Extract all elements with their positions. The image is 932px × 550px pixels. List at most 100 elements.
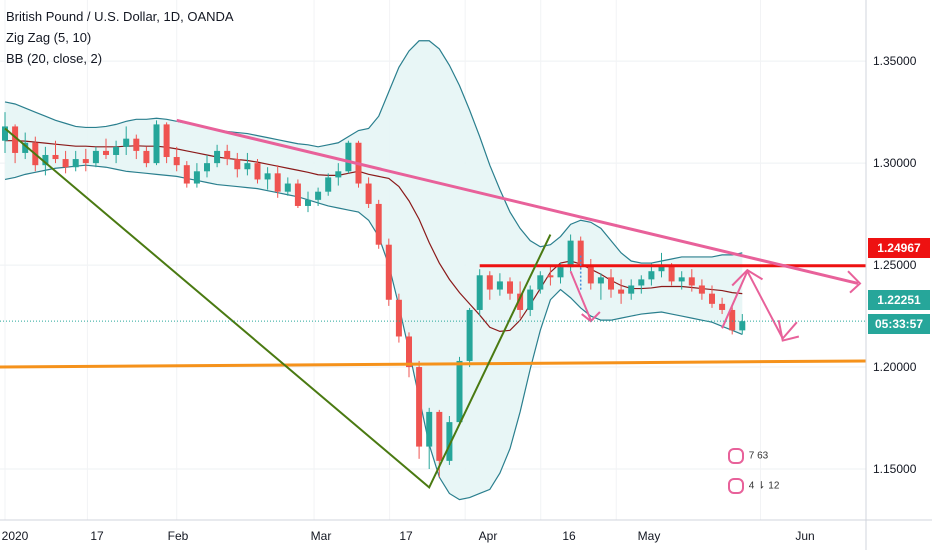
candle-body <box>305 199 311 206</box>
candle <box>234 152 241 178</box>
candle <box>82 148 89 172</box>
flag-icon <box>728 478 744 494</box>
descending-trendline <box>176 118 859 285</box>
candle-body <box>244 163 251 170</box>
candle-body <box>42 154 49 166</box>
candle <box>325 173 332 196</box>
y-tick-label: 1.15000 <box>873 462 917 476</box>
candle-body <box>698 285 705 294</box>
candle-body <box>113 146 120 155</box>
candle <box>113 140 120 164</box>
candle-body <box>527 289 534 310</box>
candle-body <box>315 191 322 200</box>
candle-body <box>133 138 140 151</box>
countdown-label: 05:33:57 <box>868 314 930 334</box>
events-badge[interactable]: 4 ⇂ 12 <box>728 478 779 494</box>
candle-body <box>264 173 271 180</box>
candle-body <box>547 275 554 278</box>
trendline-arrowhead <box>847 270 862 294</box>
candle-body <box>2 126 8 141</box>
candle-body <box>254 163 261 180</box>
zigzag-indicator-label[interactable]: Zig Zag (5, 10) <box>6 30 92 45</box>
pink-arrow-mid <box>569 270 592 321</box>
bollinger-indicator-label[interactable]: BB (20, close, 2) <box>6 51 103 66</box>
candle <box>618 279 625 304</box>
candle-body <box>597 277 604 284</box>
candle-body <box>476 275 483 310</box>
candle <box>52 140 59 164</box>
band-fill <box>5 40 743 500</box>
symbol-title[interactable]: British Pound / U.S. Dollar, 1D, OANDA <box>6 9 234 24</box>
candle <box>597 273 604 300</box>
candle <box>2 112 8 153</box>
candle-body <box>345 142 352 172</box>
x-tick-label: May <box>638 529 661 543</box>
candle <box>507 277 513 300</box>
candle-body <box>72 159 79 168</box>
candle <box>416 360 423 459</box>
candle <box>284 177 291 196</box>
candle-body <box>173 157 180 166</box>
candle-body <box>22 142 29 153</box>
candle-body <box>153 124 160 164</box>
ideas-badge[interactable]: 7 63 <box>728 448 768 464</box>
candle <box>143 146 150 168</box>
candle <box>193 163 200 188</box>
candle-body <box>587 265 594 284</box>
candle <box>426 407 433 470</box>
candle <box>446 416 453 465</box>
candle-body <box>335 171 342 178</box>
candle-body <box>416 367 423 447</box>
candle <box>688 269 695 292</box>
projection-tail <box>781 321 798 340</box>
candle-body <box>143 150 150 164</box>
candle-body <box>214 150 221 164</box>
flag-icon <box>728 448 744 464</box>
candle-body <box>496 281 503 290</box>
candle-body <box>537 275 544 290</box>
candle <box>153 120 160 166</box>
zigzag-line <box>4 127 552 489</box>
candle <box>486 271 493 300</box>
candle-body <box>12 126 19 153</box>
x-tick-label: Jun <box>795 529 814 543</box>
candle-body <box>628 285 635 294</box>
candle-body <box>395 299 402 337</box>
chart-legend: British Pound / U.S. Dollar, 1D, OANDA Z… <box>6 6 234 69</box>
candle <box>638 275 645 294</box>
candle <box>214 144 221 168</box>
candle-body <box>92 150 99 164</box>
candle-body <box>688 277 695 286</box>
candle-body <box>163 124 170 158</box>
candle <box>476 269 483 317</box>
projection-arrowhead-up <box>731 268 764 287</box>
candle <box>123 126 130 155</box>
candle <box>315 187 322 206</box>
y-tick-label: 1.20000 <box>873 360 917 374</box>
candle <box>173 146 180 172</box>
candle-body <box>294 183 301 206</box>
candle <box>133 134 140 160</box>
candle-body <box>668 265 675 282</box>
candle <box>698 279 705 300</box>
x-tick-label: 16 <box>562 529 576 543</box>
candle-body <box>618 289 625 294</box>
candle-body <box>325 177 332 192</box>
candle <box>729 305 736 335</box>
candle-body <box>608 277 614 290</box>
candle <box>466 307 473 368</box>
candle <box>183 161 190 188</box>
x-tick-label: 17 <box>90 529 104 543</box>
drawings <box>0 118 867 489</box>
candle <box>628 279 635 300</box>
candle <box>496 273 503 296</box>
candle-body <box>385 244 392 300</box>
candle <box>385 238 392 306</box>
candle-body <box>204 163 210 172</box>
x-tick-label: Feb <box>168 529 189 543</box>
x-tick-label: Mar <box>311 529 332 543</box>
candle-body <box>224 150 231 160</box>
candle-body <box>719 303 726 310</box>
candle-body <box>62 159 69 168</box>
